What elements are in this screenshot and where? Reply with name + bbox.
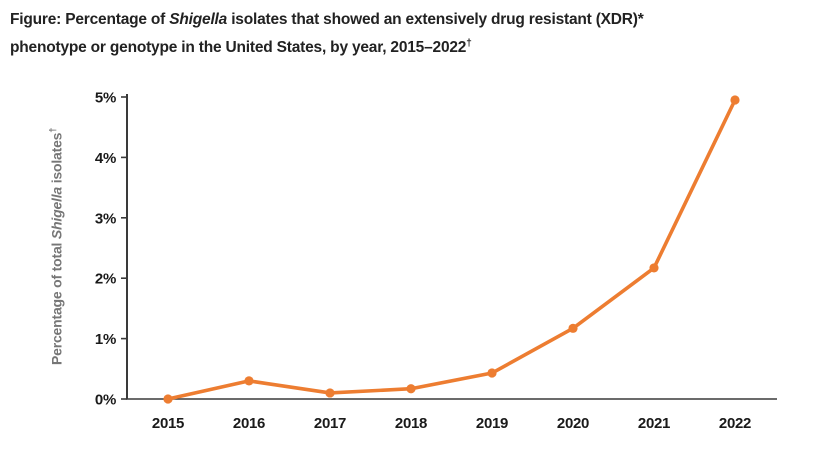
y-axis-title-italic-shigella: Shigella [48, 186, 65, 240]
y-tick-label: 3% [95, 210, 116, 227]
y-tick-label: 0% [95, 392, 116, 409]
data-point-2015 [163, 394, 173, 404]
data-point-2019 [487, 368, 497, 378]
title-italic-shigella: Shigella [169, 11, 228, 28]
y-tick-label: 1% [95, 331, 116, 348]
x-tick-label: 2015 [152, 415, 184, 432]
data-point-2017 [325, 388, 335, 398]
title-text: Figure: Percentage of [10, 11, 170, 28]
x-tick-label: 2018 [395, 415, 427, 432]
y-axis-title-dagger: † [47, 127, 59, 133]
x-tick-label: 2022 [719, 415, 751, 432]
xdr-trend-line [166, 98, 737, 401]
figure-title-line2: phenotype or genotype in the United Stat… [10, 32, 644, 60]
figure-title: Figure: Percentage of Shigella isolates … [10, 8, 644, 60]
data-point-2022 [730, 95, 740, 105]
data-point-2018 [406, 384, 416, 394]
title-text: phenotype or genotype in the United Stat… [10, 39, 467, 57]
y-tick-label: 4% [95, 150, 116, 167]
x-tick-label: 2017 [314, 415, 346, 432]
x-tick-label: 2019 [476, 415, 508, 432]
figure-title-line1: Figure: Percentage of Shigella isolates … [10, 8, 644, 32]
y-axis-title-text: isolates [48, 132, 65, 187]
x-tick-label: 2020 [557, 415, 589, 432]
x-tick-label: 2016 [233, 415, 265, 432]
title-text: isolates that showed an extensively drug… [227, 11, 644, 28]
y-tick-label: 2% [95, 271, 116, 288]
title-dagger: † [466, 38, 472, 49]
data-point-2020 [568, 323, 578, 333]
data-point-2016 [244, 376, 254, 386]
data-point-2021 [649, 263, 659, 273]
y-axis-title-text: Percentage of total [48, 239, 65, 365]
y-tick-label: 5% [95, 90, 116, 107]
y-axis-title: Percentage of total Shigella isolates† [48, 96, 65, 396]
x-tick-label: 2021 [638, 415, 670, 432]
